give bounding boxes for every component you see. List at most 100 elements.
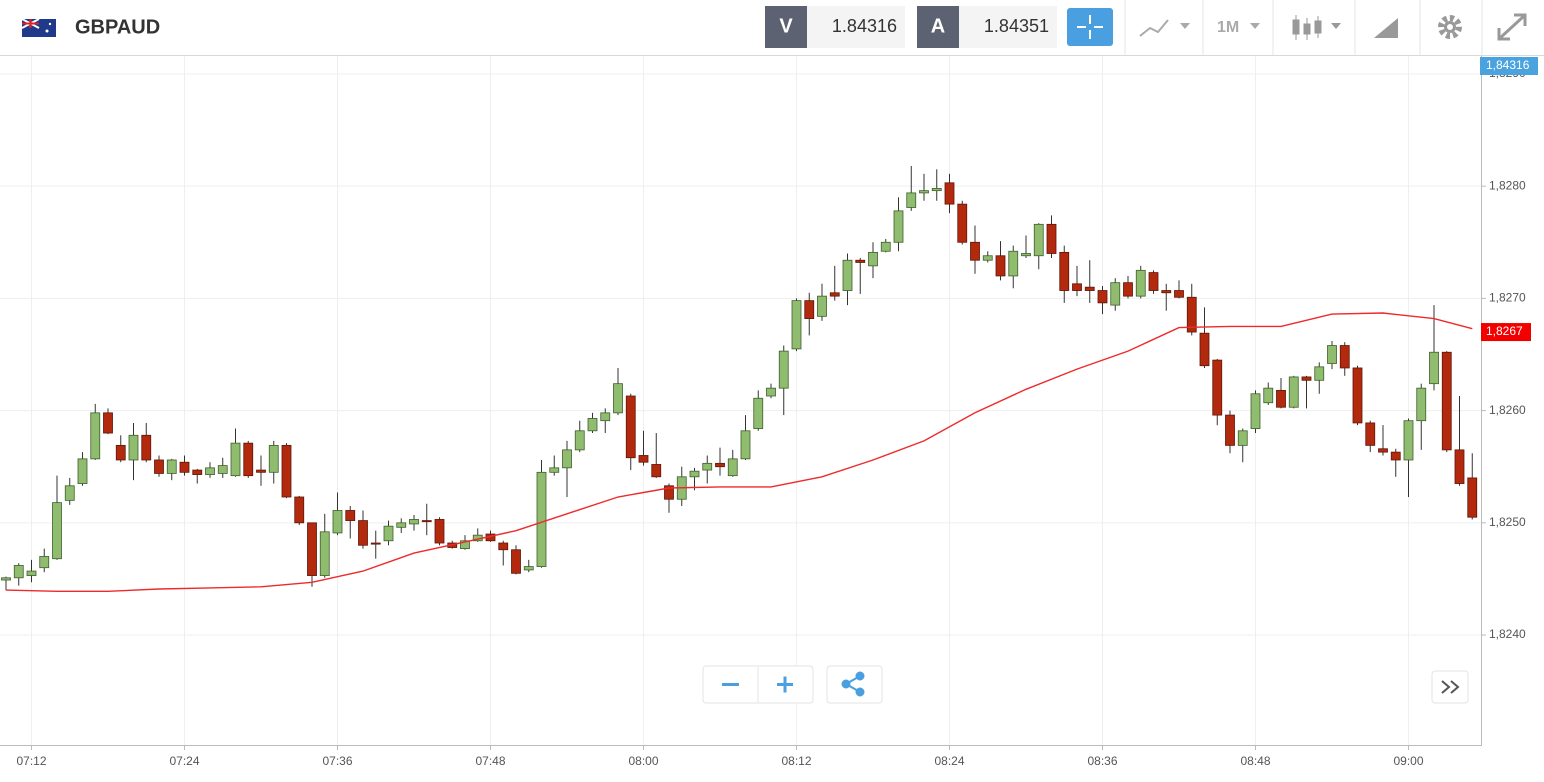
candle-body	[13, 565, 24, 579]
candle-body	[919, 190, 929, 194]
candle-body	[205, 467, 215, 475]
candle	[1378, 425, 1388, 456]
candle-body	[1352, 367, 1363, 424]
candle-body	[1123, 282, 1133, 297]
chart-type-button[interactable]	[1139, 19, 1190, 37]
candle	[804, 292, 815, 336]
candle-body	[243, 442, 254, 477]
y-tick-label: 1,8250	[1489, 515, 1526, 529]
candle-body	[753, 397, 764, 429]
candle	[1110, 278, 1121, 311]
candle-body	[1403, 420, 1414, 461]
buy-button[interactable]	[917, 6, 959, 48]
candle	[536, 459, 547, 568]
crosshair-button[interactable]	[1067, 8, 1113, 46]
candle-body	[370, 542, 381, 545]
candle	[154, 455, 164, 477]
candle	[702, 455, 713, 484]
candle	[1454, 396, 1465, 486]
candle-body	[1301, 376, 1312, 381]
candle	[1135, 265, 1146, 299]
candle-body	[1390, 451, 1401, 461]
candle	[1084, 260, 1095, 303]
candle	[268, 440, 279, 484]
candle	[103, 408, 113, 435]
candle-body	[39, 556, 50, 569]
toolbar: GBPAUD V 1.84316 A 1.84351 1M	[0, 0, 1544, 56]
candle-body	[740, 430, 751, 460]
candle-body	[1186, 296, 1197, 333]
candle	[1288, 375, 1299, 409]
candle-body	[230, 442, 241, 477]
candle-body	[409, 519, 419, 525]
sell-price-box[interactable]	[807, 6, 905, 48]
candle-body	[1148, 272, 1159, 291]
candle-body	[26, 570, 37, 576]
candle-body	[766, 387, 776, 397]
candle-body	[791, 300, 802, 350]
zoom-in[interactable]	[777, 676, 793, 693]
candle	[370, 530, 381, 559]
candle	[1021, 235, 1031, 258]
candle	[128, 422, 139, 481]
zoom-controls	[702, 665, 1469, 704]
candle	[434, 517, 445, 546]
candle	[1263, 382, 1274, 405]
candle-body	[141, 434, 152, 461]
candle-body	[1225, 414, 1235, 446]
fullscreen-icon[interactable]	[1497, 13, 1527, 41]
candle-body	[944, 182, 955, 205]
timeframe[interactable]: 1M	[1217, 19, 1239, 36]
candle-body	[931, 188, 942, 192]
candle-body	[625, 395, 636, 459]
candle	[1429, 305, 1439, 391]
candle	[600, 408, 611, 434]
candle	[995, 241, 1006, 281]
candle-body	[778, 350, 789, 389]
candle	[1097, 286, 1108, 315]
candle	[1467, 453, 1478, 520]
candle-body	[332, 510, 343, 534]
settings-icon[interactable]	[1438, 15, 1462, 39]
candle-body	[1467, 477, 1478, 518]
candle	[345, 505, 356, 539]
candle	[1301, 375, 1312, 409]
candle	[549, 455, 560, 476]
candle-body	[319, 531, 330, 576]
candle-body	[90, 412, 101, 460]
share-button[interactable]	[826, 665, 883, 704]
buy-price-box[interactable]	[959, 6, 1057, 48]
settings-hole	[1447, 24, 1453, 30]
candle	[715, 447, 725, 476]
candle-body	[1110, 282, 1121, 306]
x-tick-label: 07:24	[169, 754, 199, 768]
candle-body	[1161, 290, 1172, 294]
candle-body	[842, 259, 853, 291]
sell-label: V	[779, 15, 793, 37]
candle-body	[154, 459, 164, 474]
candle	[26, 559, 37, 583]
candle	[1416, 383, 1427, 450]
candle-body	[829, 292, 840, 297]
candle-body	[358, 520, 368, 546]
candle-body	[817, 295, 827, 317]
candle-body	[689, 470, 700, 478]
candle-body	[1314, 366, 1325, 381]
candle-body	[1263, 387, 1274, 404]
candle	[1212, 358, 1223, 426]
candle-body	[1429, 351, 1439, 385]
candle	[1174, 280, 1184, 299]
sell-button[interactable]	[765, 6, 807, 48]
candle	[919, 173, 929, 201]
candle-body	[268, 444, 279, 473]
candle-body	[192, 469, 203, 475]
overlay-badge-label: 1,8267	[1486, 324, 1523, 338]
x-tick-label: 08:48	[1240, 754, 1270, 768]
candle	[1441, 351, 1452, 453]
candle-icon[interactable]	[1292, 15, 1341, 40]
candle	[511, 545, 521, 575]
candle-body	[1416, 387, 1427, 422]
draw-icon[interactable]	[1374, 18, 1398, 38]
candle	[638, 430, 649, 466]
candle-body	[664, 485, 674, 500]
